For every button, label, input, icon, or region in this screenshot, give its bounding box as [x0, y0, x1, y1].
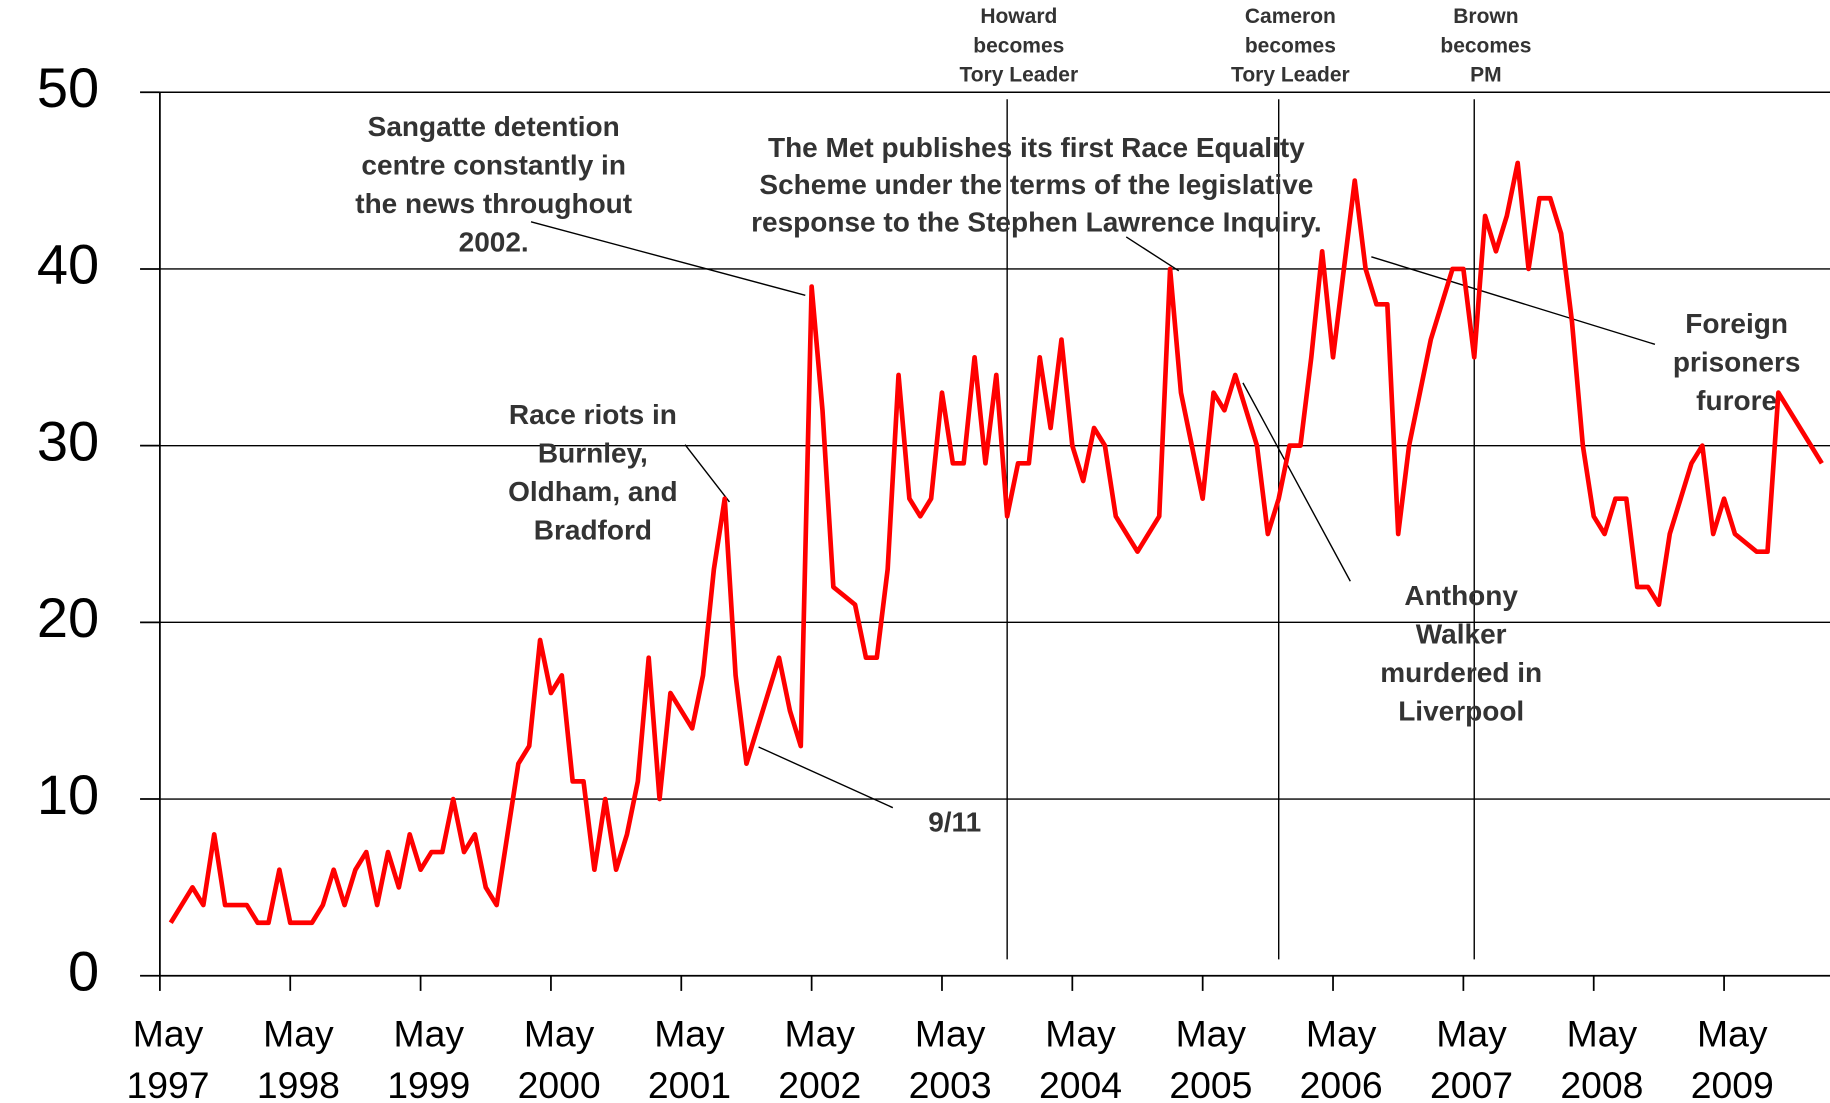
y-tick-label: 10	[37, 763, 99, 826]
annotation: the news throughout	[355, 188, 632, 219]
x-tick-label: May 2002	[778, 1012, 861, 1103]
leader-line	[684, 444, 730, 503]
x-tick-label: May 2007	[1430, 1012, 1513, 1103]
x-tick-label: May 2000	[518, 1012, 601, 1103]
annotation: Anthony	[1404, 580, 1518, 611]
x-tick-label: May 1997	[127, 1012, 210, 1103]
x-tick-label: May 2008	[1560, 1012, 1643, 1103]
annotation: Liverpool	[1398, 696, 1524, 727]
annotation: murdered in	[1380, 657, 1542, 688]
y-tick-label: 50	[37, 56, 99, 119]
event-label: Cameron	[1245, 5, 1336, 28]
annotation: response to the Stephen Lawrence Inquiry…	[751, 207, 1322, 238]
annotation: prisoners	[1673, 347, 1801, 378]
event-label: Brown	[1453, 5, 1518, 28]
y-tick-label: 40	[37, 233, 99, 296]
event-label: Howard	[980, 5, 1057, 28]
data-line	[168, 160, 1824, 926]
annotation: Sangatte detention	[368, 111, 620, 142]
annotation: The Met publishes its first Race Equalit…	[768, 132, 1305, 163]
y-tick-label: 0	[68, 940, 99, 1003]
leader-line	[1371, 256, 1656, 346]
leader-lines	[530, 221, 1656, 809]
leader-line	[1125, 236, 1180, 272]
leader-line	[758, 746, 894, 809]
event-label: Tory Leader	[959, 63, 1078, 86]
annotation: Oldham, and	[508, 476, 678, 507]
x-tick-label: May 1998	[257, 1012, 340, 1103]
annotation: Race riots in	[509, 399, 677, 430]
event-label: becomes	[1440, 34, 1531, 57]
event-label: becomes	[973, 34, 1064, 57]
annotation: 2002.	[459, 226, 529, 257]
x-tick-label: May 2003	[909, 1012, 992, 1103]
event-label: Tory Leader	[1231, 63, 1350, 86]
annotation: Foreign	[1685, 308, 1788, 339]
annotation: Scheme under the terms of the legislativ…	[759, 169, 1313, 200]
annotation: furore	[1696, 385, 1777, 416]
y-tick-label: 20	[37, 586, 99, 649]
x-tick-label: May 2005	[1169, 1012, 1252, 1103]
x-tick-label: May 2001	[648, 1012, 731, 1103]
x-tick-label: May 1999	[387, 1012, 470, 1103]
leader-line	[530, 221, 806, 296]
annotation: 9/11	[928, 806, 981, 837]
leader-line	[1242, 382, 1351, 582]
event-label: becomes	[1245, 34, 1336, 57]
x-tick-label: May 2006	[1300, 1012, 1383, 1103]
annotation: centre constantly in	[361, 149, 626, 180]
annotation: Walker	[1416, 619, 1507, 650]
annotation: Bradford	[534, 515, 652, 546]
x-tick-label: May 2009	[1691, 1012, 1774, 1103]
event-label: PM	[1470, 63, 1502, 86]
x-tick-label: May 2004	[1039, 1012, 1122, 1103]
annotation: Burnley,	[538, 438, 648, 469]
y-tick-label: 30	[37, 409, 99, 472]
